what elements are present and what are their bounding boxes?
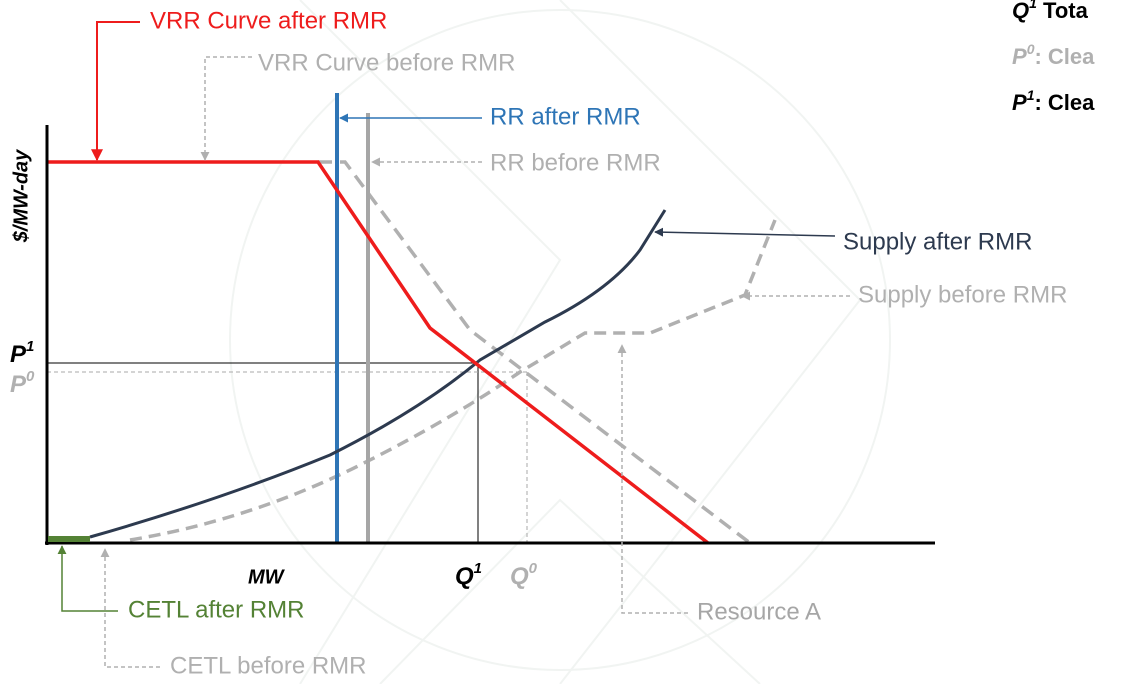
label: CETL after RMR (128, 596, 304, 623)
connector (200, 56, 252, 161)
sup: 1 (1029, 0, 1037, 11)
supply-before (129, 219, 777, 542)
connector (100, 548, 160, 668)
sup: 0 (26, 368, 35, 385)
base: P (1012, 90, 1027, 115)
connector (654, 227, 836, 237)
y-axis-label: $/MW-day (10, 149, 32, 243)
base: P (1012, 44, 1027, 69)
p0-label: P0 (10, 368, 35, 398)
base: Q (510, 563, 529, 590)
text: Tota (1037, 0, 1089, 23)
label: VRR Curve after RMR (150, 7, 387, 34)
base: Q (1012, 0, 1029, 23)
connector (57, 545, 118, 612)
label: RR after RMR (490, 103, 641, 130)
legend-item: P0: Clea (1012, 41, 1095, 69)
base: P (10, 341, 27, 368)
vrr-after (47, 160, 710, 545)
label: RR before RMR (490, 149, 661, 176)
connector (91, 21, 140, 162)
sup: 1 (26, 338, 34, 355)
connector (617, 344, 688, 614)
x-axis-label: MW (248, 566, 286, 588)
q0-label: Q0 (510, 560, 538, 590)
base: P (10, 371, 27, 398)
label: Resource A (697, 598, 821, 625)
sup: 0 (529, 560, 538, 577)
sup: 0 (1027, 41, 1035, 57)
label: Supply before RMR (858, 281, 1067, 308)
legend-item: Q1 Tota (1012, 0, 1089, 23)
q1-label: Q1 (455, 560, 482, 590)
legend-item: P1: Clea (1012, 87, 1095, 115)
text: : Clea (1034, 44, 1095, 69)
label: CETL before RMR (170, 652, 367, 679)
vrr-before (318, 160, 752, 545)
base: Q (455, 563, 474, 590)
p1-label: P1 (10, 338, 34, 368)
label: VRR Curve before RMR (258, 49, 515, 76)
sup: 1 (474, 560, 482, 577)
text: : Clea (1034, 90, 1095, 115)
label: Supply after RMR (843, 228, 1032, 255)
supply-after (89, 209, 667, 539)
sup: 1 (1027, 87, 1035, 103)
